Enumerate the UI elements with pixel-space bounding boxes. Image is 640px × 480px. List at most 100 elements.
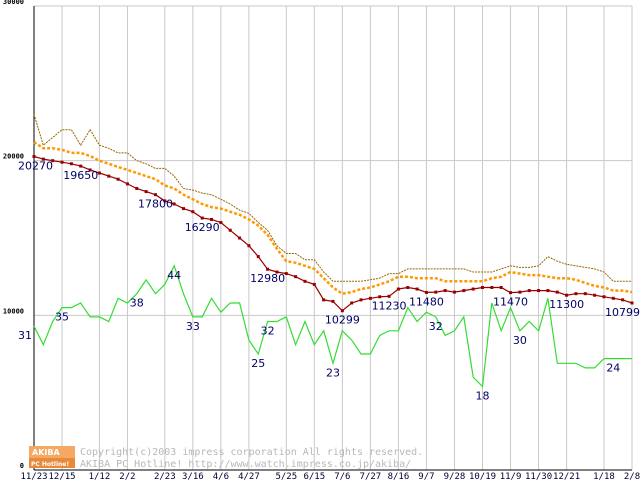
marker-min-price-53 xyxy=(527,289,531,293)
marker-min-price-15 xyxy=(172,202,176,206)
data-label-count-21: 30 xyxy=(513,334,527,347)
data-label-count-22: 24 xyxy=(606,362,620,375)
data-label-min-price-6: 11230 xyxy=(372,299,407,312)
data-labels: 20270 19650 17800 16290 12980 10299 11230 11480… xyxy=(18,159,640,402)
marker-min-price-13 xyxy=(153,193,157,197)
marker-min-price-18 xyxy=(200,216,204,220)
series-line-avg-price xyxy=(33,141,633,296)
marker-min-price-41 xyxy=(415,287,419,291)
marker-min-price-40 xyxy=(406,285,410,289)
x-tick-label-6: 4/6 xyxy=(213,472,229,480)
logo-box-bottom xyxy=(29,458,75,468)
marker-min-price-50 xyxy=(499,285,503,289)
marker-min-price-30 xyxy=(312,282,316,286)
marker-min-price-3 xyxy=(60,160,64,164)
x-tick-label-11: 7/27 xyxy=(360,472,382,480)
marker-min-price-64 xyxy=(630,301,634,305)
data-label-min-price-3: 16290 xyxy=(185,221,220,234)
marker-min-price-49 xyxy=(490,285,494,289)
data-label-min-price-1: 19650 xyxy=(63,169,98,182)
marker-min-price-38 xyxy=(387,294,391,298)
data-label-count-18: 23 xyxy=(326,366,340,379)
series-lines xyxy=(32,114,634,388)
y-tick-label-2: 20000 xyxy=(3,153,24,161)
marker-min-price-33 xyxy=(340,309,344,313)
marker-min-price-5 xyxy=(79,164,83,168)
logo-bottom-text: PC Hotline! xyxy=(31,461,69,468)
marker-min-price-54 xyxy=(537,289,541,293)
x-tick-label-3: 2/2 xyxy=(119,472,135,480)
y-tick-labels: 0 10000 20000 30000 xyxy=(3,0,24,470)
marker-min-price-11 xyxy=(135,187,139,191)
x-tick-label-7: 4/27 xyxy=(238,472,260,480)
marker-min-price-19 xyxy=(210,217,214,221)
data-label-count-14: 44 xyxy=(167,269,181,282)
x-tick-label-17: 11/30 xyxy=(525,472,552,480)
marker-min-price-52 xyxy=(518,290,522,294)
marker-min-price-32 xyxy=(331,299,335,303)
data-label-min-price-8: 11470 xyxy=(493,296,528,309)
marker-min-price-28 xyxy=(294,275,298,279)
marker-min-price-55 xyxy=(546,289,550,293)
data-label-count-12: 35 xyxy=(55,311,69,324)
x-tick-label-13: 9/7 xyxy=(418,472,434,480)
marker-min-price-27 xyxy=(284,272,288,276)
data-label-count-11: 31 xyxy=(18,329,32,342)
marker-min-price-45 xyxy=(452,290,456,294)
series-line-min-price xyxy=(33,155,633,312)
marker-min-price-59 xyxy=(583,292,587,296)
marker-min-price-43 xyxy=(434,290,438,294)
marker-min-price-10 xyxy=(125,182,129,186)
x-tick-label-20: 2/8 xyxy=(624,472,640,480)
data-label-count-19: 32 xyxy=(429,320,443,333)
data-label-min-price-7: 11480 xyxy=(409,295,444,308)
x-tick-labels: 11/23 12/15 1/12 2/2 2/23 3/16 4/6 4/27 5/25 6/15… xyxy=(20,472,640,480)
marker-min-price-23 xyxy=(247,244,251,248)
marker-min-price-9 xyxy=(116,177,120,181)
y-tick-label-3: 30000 xyxy=(3,0,24,6)
x-tick-label-2: 1/12 xyxy=(89,472,111,480)
marker-min-price-60 xyxy=(593,293,597,297)
logo-box-top xyxy=(29,446,75,458)
data-label-min-price-4: 12980 xyxy=(250,272,285,285)
marker-min-price-34 xyxy=(350,301,354,305)
y-tick-label-1: 10000 xyxy=(3,307,24,315)
data-label-min-price-5: 10299 xyxy=(325,314,360,327)
marker-min-price-44 xyxy=(443,289,447,293)
copyright-watermark: AKIBA PC Hotline! Copyright(c)2003 impre… xyxy=(29,446,423,470)
marker-min-price-2 xyxy=(51,159,55,163)
data-label-min-price-10: 10799 xyxy=(605,306,640,319)
x-tick-label-18: 12/21 xyxy=(553,472,580,480)
marker-min-price-42 xyxy=(424,290,428,294)
marker-min-price-35 xyxy=(359,298,363,302)
x-tick-label-1: 12/15 xyxy=(48,472,75,480)
marker-min-price-25 xyxy=(266,267,270,271)
marker-min-price-17 xyxy=(191,210,195,214)
marker-min-price-4 xyxy=(69,162,73,166)
data-label-count-20: 18 xyxy=(476,389,490,402)
x-tick-label-5: 3/16 xyxy=(182,472,204,480)
data-label-count-15: 33 xyxy=(186,320,200,333)
x-tick-label-14: 9/28 xyxy=(444,472,466,480)
x-tick-label-16: 11/9 xyxy=(500,472,522,480)
x-tick-label-19: 1/18 xyxy=(593,472,615,480)
marker-min-price-61 xyxy=(602,295,606,299)
data-label-min-price-2: 17800 xyxy=(138,198,173,211)
marker-min-price-29 xyxy=(303,279,307,283)
logo-top-text: AKIBA xyxy=(32,448,60,457)
marker-min-price-46 xyxy=(462,289,466,293)
marker-min-price-48 xyxy=(481,285,484,289)
axes xyxy=(33,6,632,471)
x-tick-label-15: 10/19 xyxy=(469,472,496,480)
y-tick-label-0: 0 xyxy=(20,462,24,470)
marker-min-price-12 xyxy=(144,190,148,194)
marker-min-price-1 xyxy=(41,157,45,161)
marker-min-price-20 xyxy=(219,221,223,225)
marker-min-price-6 xyxy=(88,168,92,172)
x-tick-label-12: 8/16 xyxy=(388,472,410,480)
marker-min-price-36 xyxy=(368,296,372,300)
site-url-line: AKIBA PC Hotline! http://www.watch.impre… xyxy=(80,459,411,470)
data-label-min-price-0: 20270 xyxy=(18,159,53,172)
marker-min-price-37 xyxy=(378,295,382,299)
